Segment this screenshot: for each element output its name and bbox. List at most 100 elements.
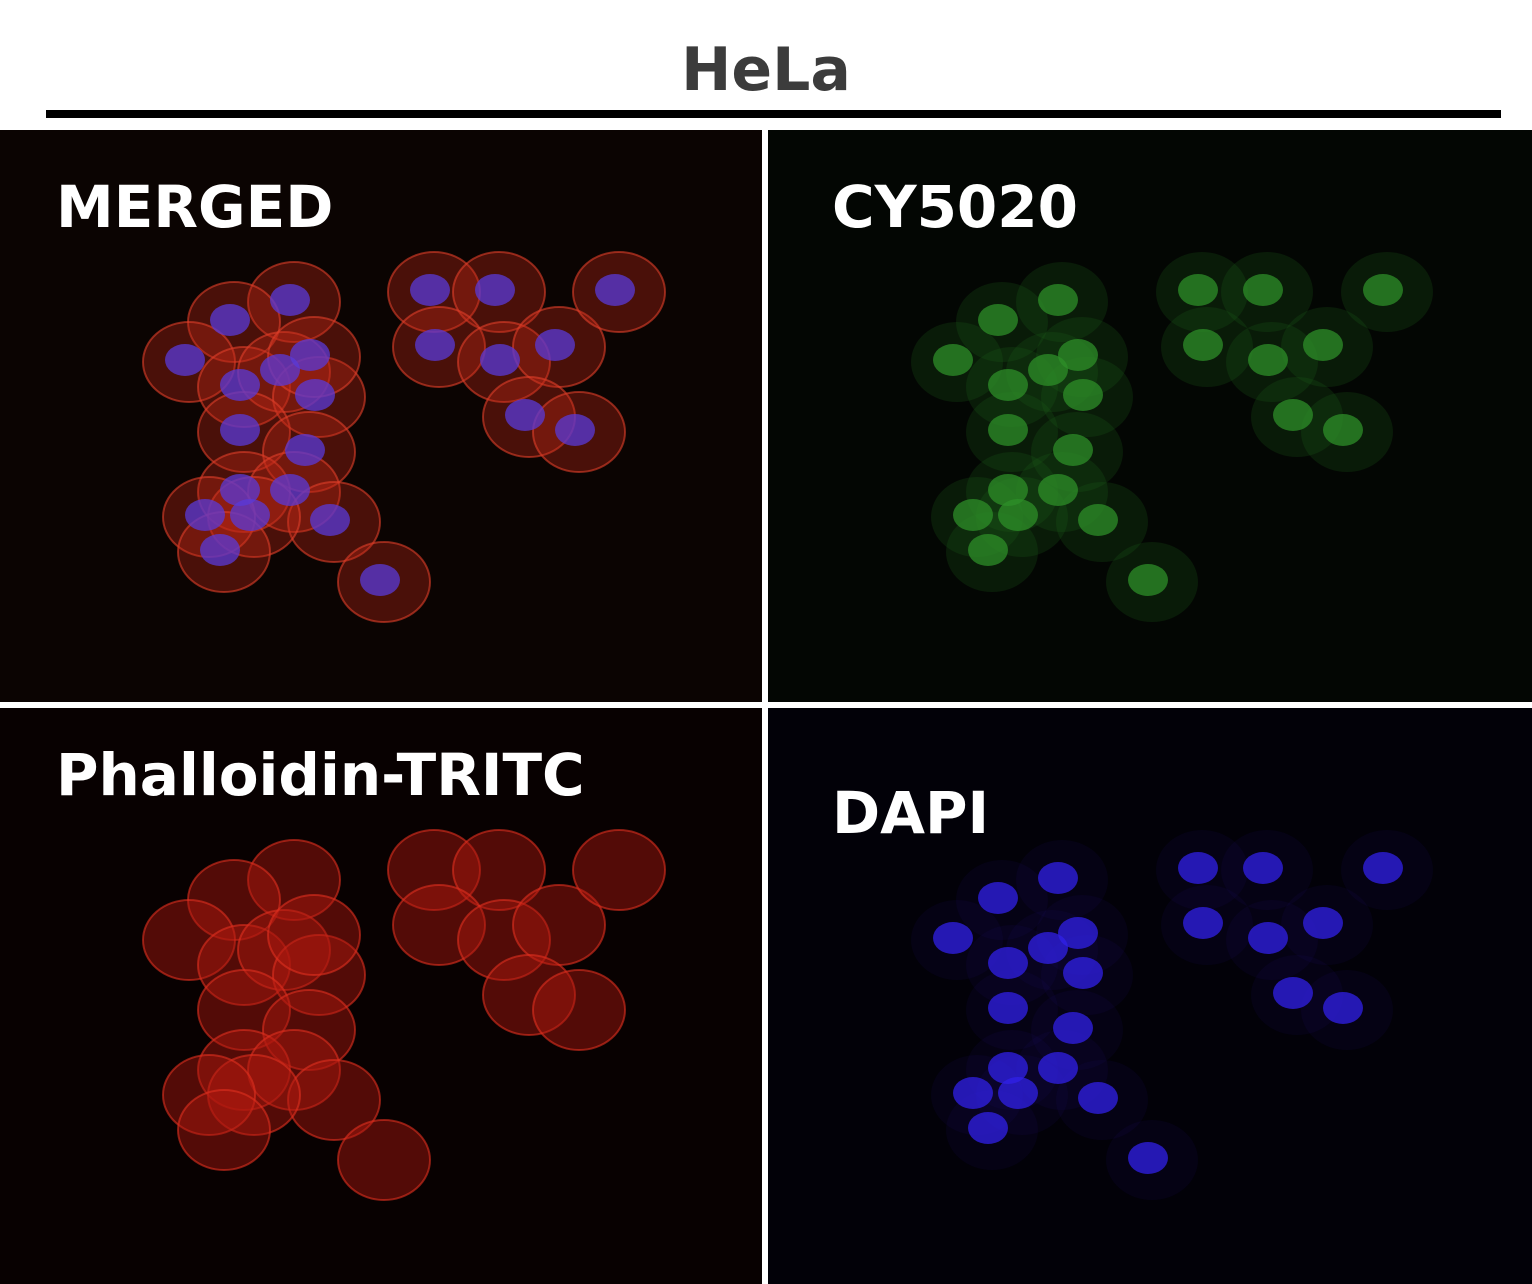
nucleus — [220, 414, 260, 446]
panel-dapi: DAPI — [768, 708, 1532, 1284]
nucleus — [1058, 917, 1098, 949]
cell-body — [532, 969, 626, 1051]
nucleus — [230, 499, 270, 531]
nucleus — [1028, 354, 1068, 386]
figure-title: HeLa — [681, 35, 851, 105]
nucleus — [1323, 414, 1363, 446]
nucleus — [1038, 1052, 1078, 1084]
nucleus — [953, 499, 993, 531]
nucleus — [1183, 329, 1223, 361]
cell-body — [142, 899, 236, 981]
panel-phalloidin: Phalloidin-TRITC — [0, 708, 762, 1284]
cell-body — [197, 924, 291, 1006]
cell-body — [267, 894, 361, 976]
nucleus — [360, 564, 400, 596]
nucleus — [978, 304, 1018, 336]
nucleus — [1273, 399, 1313, 431]
nucleus — [165, 344, 205, 376]
nucleus — [1248, 922, 1288, 954]
panel-label-merged: MERGED — [56, 173, 334, 241]
cell-body — [247, 1029, 341, 1111]
nucleus — [1038, 862, 1078, 894]
nucleus — [1303, 329, 1343, 361]
nucleus — [1323, 992, 1363, 1024]
nucleus — [978, 882, 1018, 914]
nucleus — [1078, 1082, 1118, 1114]
nucleus — [220, 369, 260, 401]
cell-body — [452, 829, 546, 911]
nucleus — [480, 344, 520, 376]
nucleus — [410, 274, 450, 306]
cell-body — [262, 989, 356, 1071]
nucleus — [220, 474, 260, 506]
nucleus — [1058, 339, 1098, 371]
cell-body — [247, 839, 341, 921]
nucleus — [968, 534, 1008, 566]
nucleus — [988, 414, 1028, 446]
nucleus — [1178, 274, 1218, 306]
nucleus — [968, 1112, 1008, 1144]
nucleus — [988, 947, 1028, 979]
nucleus — [505, 399, 545, 431]
nucleus — [1178, 852, 1218, 884]
nucleus — [998, 499, 1038, 531]
cell-body — [197, 969, 291, 1051]
cell-body — [392, 884, 486, 966]
nucleus — [1183, 907, 1223, 939]
nucleus — [415, 329, 455, 361]
nucleus — [595, 274, 635, 306]
panel-label-cy5020: CY5020 — [832, 173, 1078, 241]
nucleus — [270, 474, 310, 506]
nucleus — [1128, 564, 1168, 596]
nucleus — [1063, 379, 1103, 411]
cell-body — [387, 829, 481, 911]
nucleus — [988, 369, 1028, 401]
cell-body — [572, 829, 666, 911]
cell-body — [287, 1059, 381, 1141]
panel-label-phalloidin: Phalloidin-TRITC — [56, 741, 585, 809]
nucleus — [475, 274, 515, 306]
merged-micrograph — [142, 251, 666, 623]
cy5020-micrograph — [911, 252, 1433, 622]
cell-body — [457, 899, 551, 981]
nucleus — [285, 434, 325, 466]
nucleus — [933, 344, 973, 376]
nucleus — [1248, 344, 1288, 376]
nucleus — [953, 1077, 993, 1109]
title-underline — [46, 110, 1501, 118]
nucleus — [1053, 1012, 1093, 1044]
panel-label-dapi: DAPI — [832, 779, 990, 847]
nucleus — [290, 339, 330, 371]
nucleus — [1038, 474, 1078, 506]
nucleus — [210, 304, 250, 336]
nucleus — [185, 499, 225, 531]
nucleus — [988, 1052, 1028, 1084]
nucleus — [1363, 852, 1403, 884]
cell-body — [482, 954, 576, 1036]
nucleus — [535, 329, 575, 361]
nucleus — [260, 354, 300, 386]
nucleus — [1028, 932, 1068, 964]
nucleus — [1053, 434, 1093, 466]
nucleus — [1273, 977, 1313, 1009]
nucleus — [270, 284, 310, 316]
cell-body — [337, 1119, 431, 1201]
nucleus — [295, 379, 335, 411]
panel-cy5020: CY5020 — [768, 130, 1532, 702]
nucleus — [1243, 274, 1283, 306]
panel-merged: MERGED — [0, 130, 762, 702]
nucleus — [200, 534, 240, 566]
cell-body — [177, 1089, 271, 1171]
nucleus — [1363, 274, 1403, 306]
nucleus — [310, 504, 350, 536]
nucleus — [1128, 1142, 1168, 1174]
phalloidin-micrograph — [142, 829, 666, 1201]
nucleus — [1063, 957, 1103, 989]
nucleus — [933, 922, 973, 954]
nucleus — [555, 414, 595, 446]
nucleus — [1078, 504, 1118, 536]
nucleus — [1038, 284, 1078, 316]
nucleus — [988, 474, 1028, 506]
nucleus — [1243, 852, 1283, 884]
nucleus — [988, 992, 1028, 1024]
